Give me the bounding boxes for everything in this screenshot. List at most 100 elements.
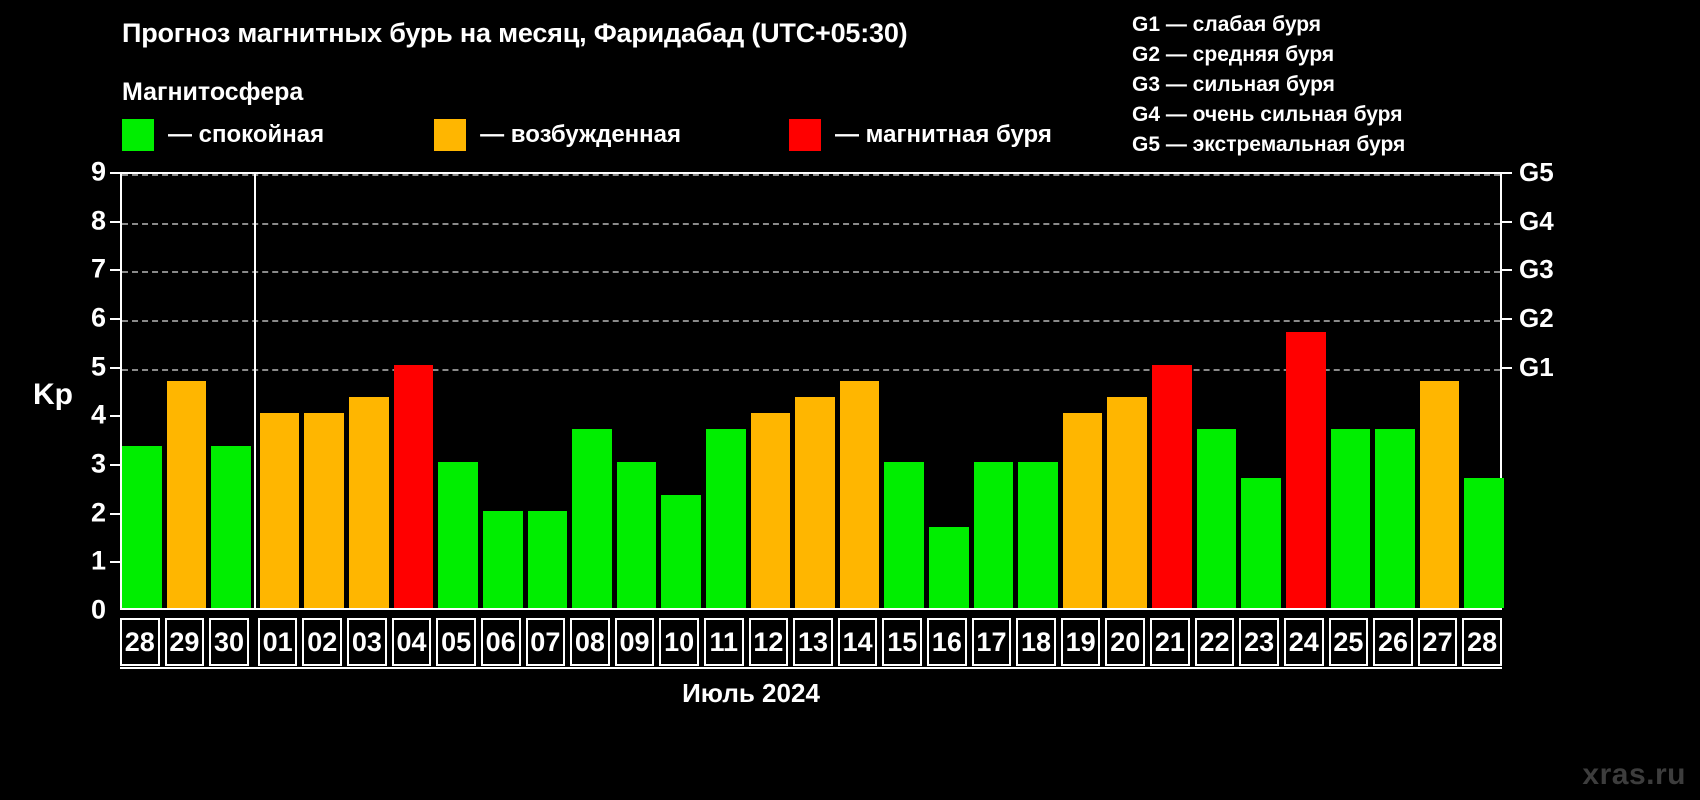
legend-label-storm: — магнитная буря [835, 121, 1052, 148]
day-label-box[interactable]: 13 [793, 618, 833, 666]
bar[interactable] [973, 462, 1014, 608]
day-label-box[interactable]: 25 [1328, 618, 1369, 666]
plot-area [120, 172, 1504, 610]
g-tick-mark-g4 [1500, 220, 1512, 223]
y-axis-title: Kp [33, 378, 73, 411]
day-label-box[interactable]: 04 [391, 618, 432, 666]
day-label-box[interactable]: 30 [209, 618, 249, 666]
x-axis-baseline [120, 667, 1502, 669]
legend-item-storm: — магнитная буря [789, 118, 1052, 152]
orange-swatch-icon [434, 119, 467, 151]
watermark: xras.ru [1582, 758, 1686, 791]
legend-heading: Магнитосфера [122, 78, 304, 106]
g-scale-line-g3: G3 — сильная буря [1132, 73, 1335, 96]
g-scale-legend: G1 — слабая буря G2 — средняя буря G3 — … [1132, 10, 1405, 160]
bar[interactable] [1062, 413, 1103, 608]
bar[interactable] [393, 364, 434, 608]
bar[interactable] [1107, 397, 1148, 608]
g-scale-line-g4: G4 — очень сильная буря [1132, 103, 1403, 126]
day-label-box[interactable]: 15 [882, 618, 923, 666]
day-label-box[interactable]: 22 [1194, 618, 1235, 666]
bar[interactable] [1152, 364, 1192, 608]
bar[interactable] [884, 462, 925, 608]
day-label-box[interactable]: 06 [480, 618, 521, 666]
bar[interactable] [527, 510, 568, 608]
day-label-box[interactable]: 03 [347, 618, 387, 666]
bar[interactable] [482, 510, 523, 608]
y-tick-mark-2 [110, 512, 120, 515]
day-label-box[interactable]: 05 [436, 618, 476, 666]
bar[interactable] [259, 413, 300, 608]
bar[interactable] [438, 462, 478, 608]
bar[interactable] [661, 494, 701, 608]
day-label-box[interactable]: 28 [120, 618, 160, 666]
day-label-box[interactable]: 07 [525, 618, 566, 666]
bar[interactable] [616, 462, 657, 608]
bar[interactable] [1241, 478, 1281, 608]
bar[interactable] [839, 380, 880, 608]
day-label-box[interactable]: 01 [257, 618, 298, 666]
y-tick-mark-6 [110, 318, 120, 320]
day-label-box[interactable]: 23 [1239, 618, 1279, 666]
bar[interactable] [705, 429, 746, 608]
bar[interactable] [929, 526, 969, 608]
bar[interactable] [572, 429, 612, 608]
y-tick-label-9: 9 [90, 156, 106, 187]
g-scale-line-g2: G2 — средняя буря [1132, 43, 1335, 66]
y-tick-mark-7 [110, 269, 120, 272]
bar[interactable] [750, 413, 791, 608]
g-axis-tick-marks [1500, 172, 1514, 610]
bar[interactable] [1464, 478, 1504, 608]
bar[interactable] [795, 397, 835, 608]
gridline-kp-6 [122, 320, 1500, 322]
day-label-box[interactable]: 12 [748, 618, 789, 666]
day-label-box[interactable]: 18 [1016, 618, 1056, 666]
day-label-box[interactable]: 29 [164, 618, 205, 666]
day-label-box[interactable]: 20 [1105, 618, 1146, 666]
y-tick-label-7: 7 [90, 253, 106, 284]
y-tick-label-0: 0 [90, 594, 106, 625]
day-label-box[interactable]: 10 [659, 618, 699, 666]
day-label-box[interactable]: 26 [1373, 618, 1413, 666]
bar[interactable] [211, 445, 251, 608]
day-label-box[interactable]: 09 [614, 618, 655, 666]
bar[interactable] [1196, 429, 1237, 608]
gridline-kp-5 [122, 368, 1500, 371]
day-label-box[interactable]: 14 [837, 618, 878, 666]
bar[interactable] [1285, 332, 1326, 608]
bar[interactable] [1419, 380, 1460, 608]
y-tick-mark-4 [110, 415, 120, 418]
red-swatch-icon [789, 119, 822, 151]
y-axis-tick-labels: 0 1 2 3 4 5 6 7 8 9 [58, 158, 106, 623]
day-label-box[interactable]: 02 [302, 618, 343, 666]
y-tick-label-3: 3 [90, 448, 106, 479]
g-tick-mark-g1 [1500, 366, 1512, 369]
y-tick-label-5: 5 [90, 351, 106, 382]
bar[interactable] [1375, 429, 1415, 608]
bar[interactable] [304, 413, 345, 608]
legend-item-unsettled: — возбужденная [434, 118, 681, 152]
day-label-box[interactable]: 24 [1283, 618, 1324, 666]
x-axis-title: Июль 2024 [682, 678, 820, 708]
day-label-box[interactable]: 17 [971, 618, 1012, 666]
bar[interactable] [122, 445, 162, 608]
y-tick-label-6: 6 [90, 302, 106, 333]
gridline-kp-7 [122, 271, 1500, 274]
g-tick-label-g1: G1 [1519, 351, 1554, 382]
legend-item-calm: — спокойная [122, 118, 324, 152]
day-label-box[interactable]: 28 [1462, 618, 1502, 666]
g-tick-mark-g2 [1500, 318, 1512, 320]
day-label-box[interactable]: 19 [1060, 618, 1101, 666]
day-label-box[interactable]: 16 [927, 618, 967, 666]
bar[interactable] [1330, 429, 1371, 608]
day-label-box[interactable]: 27 [1417, 618, 1458, 666]
g-tick-mark-g5 [1500, 172, 1512, 174]
bar[interactable] [1018, 462, 1058, 608]
month-divider [254, 174, 257, 608]
day-label-box[interactable]: 11 [703, 618, 744, 666]
y-tick-label-1: 1 [90, 545, 106, 576]
day-label-box[interactable]: 21 [1150, 618, 1190, 666]
bar[interactable] [166, 380, 207, 608]
bar[interactable] [349, 397, 389, 608]
day-label-box[interactable]: 08 [570, 618, 610, 666]
